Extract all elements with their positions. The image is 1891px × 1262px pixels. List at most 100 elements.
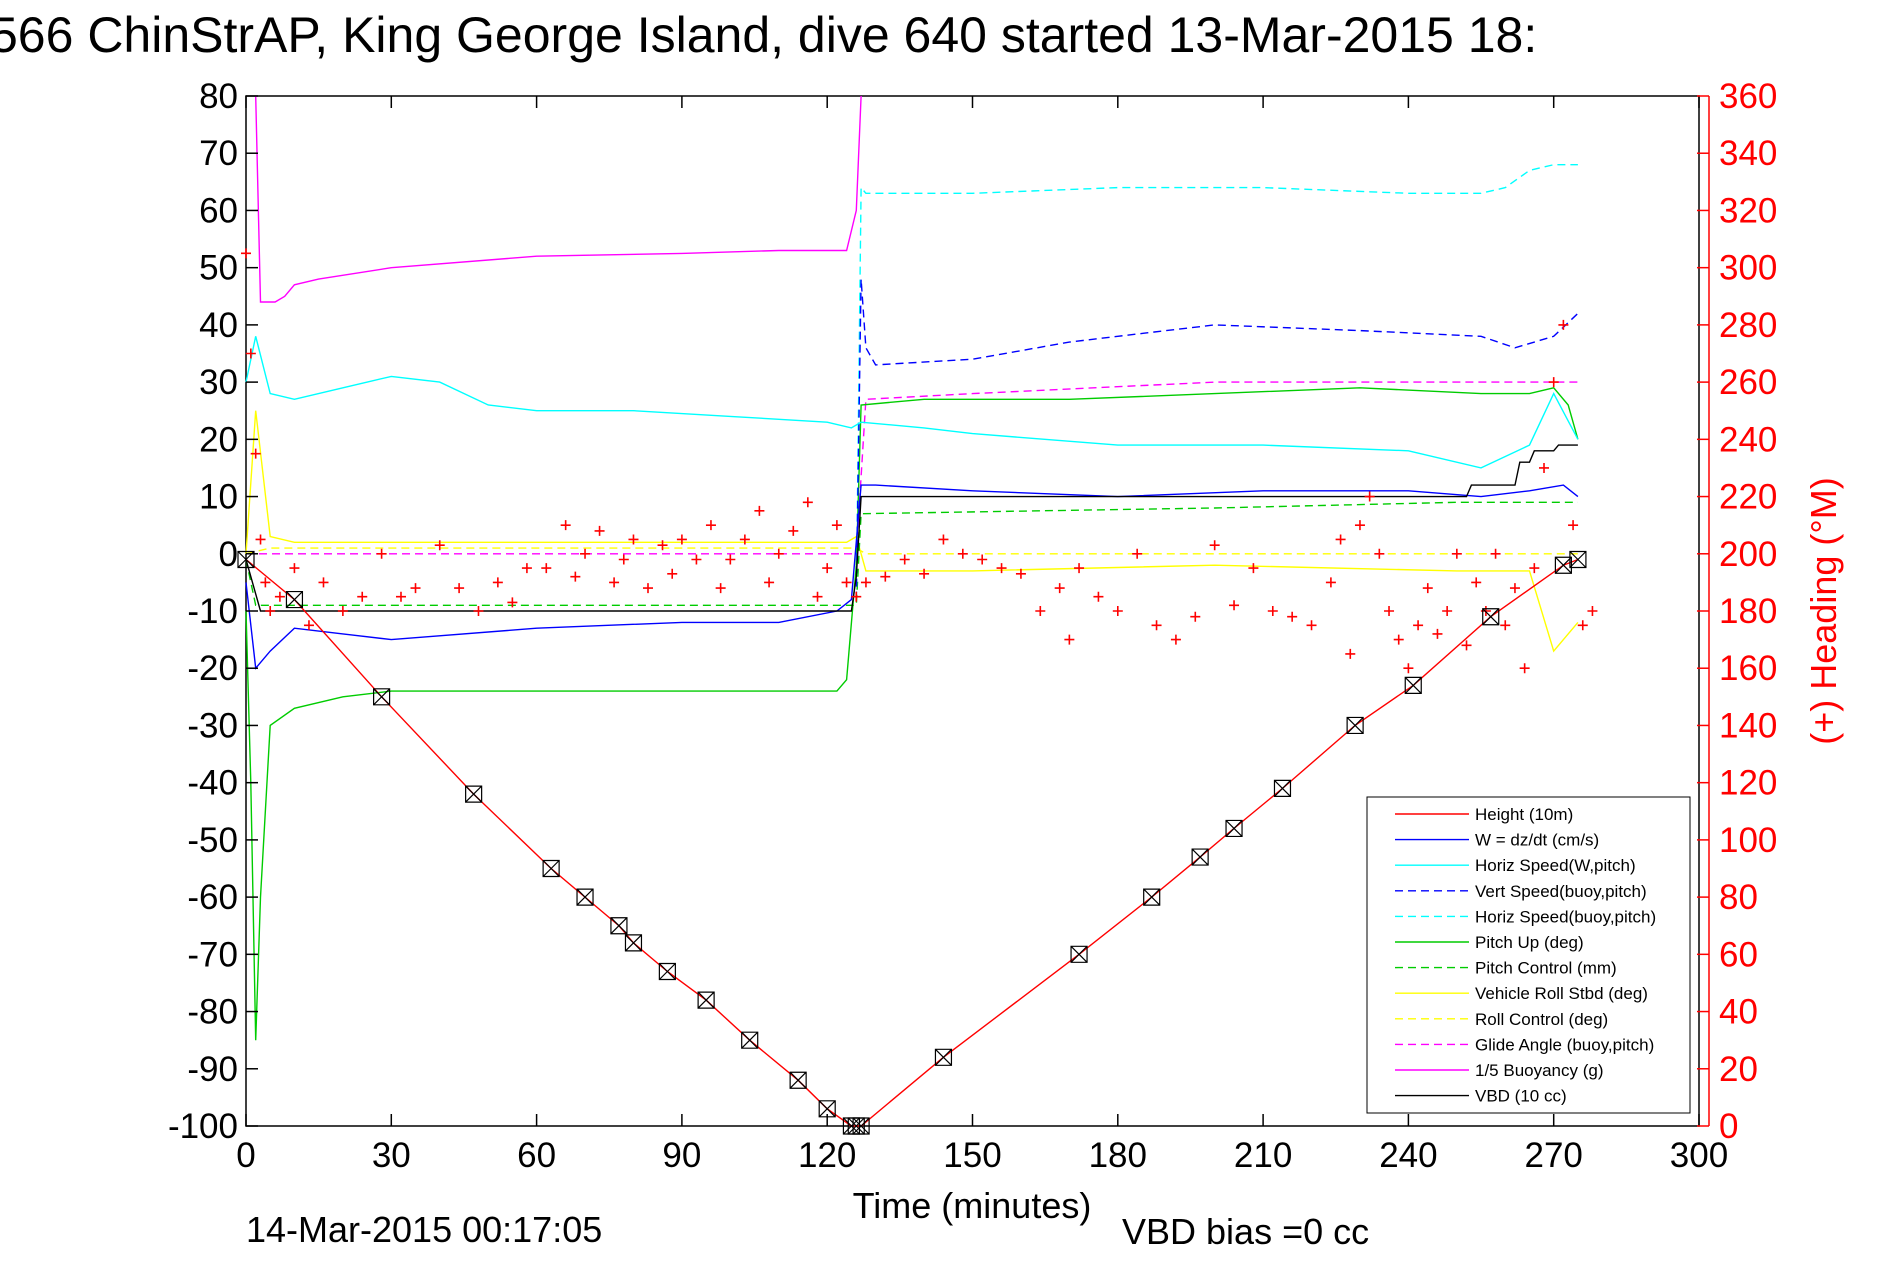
- heading-point: [337, 606, 348, 616]
- heading-point: [1500, 620, 1511, 631]
- heading-point: [676, 534, 687, 545]
- heading-point: [691, 554, 702, 565]
- heading-point: [1461, 640, 1472, 651]
- legend-label: Vehicle Roll Stbd (deg): [1475, 984, 1648, 1003]
- heading-point: [1529, 563, 1540, 574]
- height-marker: [934, 1048, 953, 1066]
- height-marker: [1404, 676, 1422, 694]
- heading-point: [822, 563, 833, 574]
- x-tick-label: 300: [1670, 1136, 1728, 1175]
- legend: Height (10m) W = dz/dt (cm/s) Horiz Speed(…: [1366, 796, 1691, 1114]
- height-marker: [373, 688, 391, 706]
- y-tick-label: -10: [187, 592, 238, 631]
- heading-point: [289, 563, 300, 574]
- heading-point: [1248, 563, 1259, 574]
- series-vert-speed-buoy-pitch: [855, 279, 1579, 600]
- height-marker: [576, 888, 594, 906]
- y-tick-label: 40: [199, 306, 238, 345]
- legend-label: Height (10m): [1475, 805, 1573, 824]
- height-marker: [697, 991, 715, 1009]
- heading-point: [357, 591, 368, 602]
- heading-point: [1267, 606, 1278, 616]
- y-tick-label: -60: [187, 878, 238, 917]
- y-right-tick-label: 40: [1719, 993, 1758, 1032]
- height-marker: [1143, 888, 1161, 906]
- height-marker: [1482, 608, 1500, 626]
- series-w-dz-dt-cm-s: [245, 484, 1579, 670]
- x-tick-label: 240: [1379, 1136, 1437, 1175]
- heading-point: [628, 534, 639, 545]
- y-right-tick-label: 60: [1719, 935, 1758, 974]
- heading-point: [899, 554, 910, 565]
- chart-title: 566 ChinStrAP, King George Island, dive …: [0, 7, 1537, 63]
- y-right-tick-label: 340: [1719, 134, 1777, 173]
- y-tick-label: -50: [187, 821, 238, 860]
- heading-point: [1587, 606, 1598, 616]
- height-marker: [542, 859, 560, 878]
- y-right-axis-label: (+) Heading (°M): [1803, 477, 1844, 744]
- height-marker: [1191, 848, 1209, 866]
- heading-point: [318, 577, 329, 588]
- heading-point: [1548, 377, 1559, 388]
- heading-point: [1442, 606, 1453, 616]
- heading-point: [570, 571, 581, 582]
- heading-point: [1432, 628, 1443, 639]
- heading-point: [1393, 634, 1404, 645]
- heading-point: [1287, 611, 1298, 622]
- y-tick-label: -90: [187, 1050, 238, 1089]
- heading-point: [260, 577, 271, 588]
- y-tick-label: 0: [219, 535, 238, 574]
- series-glide-angle-buoy-pitch: [246, 381, 1578, 555]
- heading-point: [594, 525, 605, 536]
- heading-point: [245, 348, 256, 359]
- heading-point: [1509, 583, 1520, 594]
- heading-point: [773, 548, 784, 559]
- heading-point: [521, 563, 532, 574]
- y-right-tick-label: 220: [1719, 478, 1777, 517]
- heading-point: [395, 591, 406, 602]
- heading-point: [919, 568, 930, 579]
- legend-box: [1366, 796, 1691, 1114]
- heading-point: [1335, 534, 1346, 545]
- y-tick-label: -100: [168, 1107, 238, 1146]
- heading-point: [1112, 606, 1123, 616]
- height-marker: [1554, 556, 1572, 574]
- axes-layer: 0 30 60 90 120 150 180 210 240 270 300807060504030…: [168, 77, 1777, 1175]
- y-tick-label: 20: [199, 420, 238, 459]
- height-marker: [1225, 819, 1243, 838]
- heading-point: [1064, 634, 1075, 645]
- heading-point: [1151, 620, 1162, 631]
- heading-point: [1403, 663, 1414, 674]
- x-axis-label: Time (minutes): [853, 1185, 1092, 1226]
- heading-point: [788, 525, 799, 536]
- heading-point: [715, 583, 726, 594]
- height-marker: [658, 962, 676, 981]
- heading-point: [303, 620, 314, 631]
- y-tick-label: -70: [187, 935, 238, 974]
- heading-point: [274, 591, 285, 602]
- x-tick-label: 120: [798, 1136, 856, 1175]
- heading-point: [1015, 568, 1026, 579]
- series-vehicle-roll-stbd-deg: [245, 410, 1579, 653]
- y-tick-label: 80: [199, 77, 238, 116]
- heading-point: [831, 520, 842, 531]
- y-tick-label: -80: [187, 993, 238, 1032]
- heading-point: [642, 583, 653, 594]
- heading-point: [957, 548, 968, 559]
- heading-point: [1170, 634, 1181, 645]
- height-marker: [741, 1031, 759, 1049]
- heading-point: [265, 606, 276, 616]
- x-tick-label: 60: [517, 1136, 556, 1175]
- heading-point: [1490, 548, 1501, 559]
- height-marker: [818, 1100, 836, 1118]
- heading-point: [1190, 611, 1201, 622]
- heading-point: [657, 540, 668, 551]
- y-right-tick-label: 0: [1719, 1107, 1738, 1146]
- height-marker: [852, 1117, 870, 1135]
- heading-point: [1035, 606, 1046, 616]
- y-right-tick-label: 160: [1719, 649, 1777, 688]
- footer-timestamp: 14-Mar-2015 00:17:05: [246, 1209, 602, 1250]
- heading-point: [541, 563, 552, 574]
- y-tick-label: 60: [199, 191, 238, 230]
- legend-label: W = dz/dt (cm/s): [1475, 831, 1599, 850]
